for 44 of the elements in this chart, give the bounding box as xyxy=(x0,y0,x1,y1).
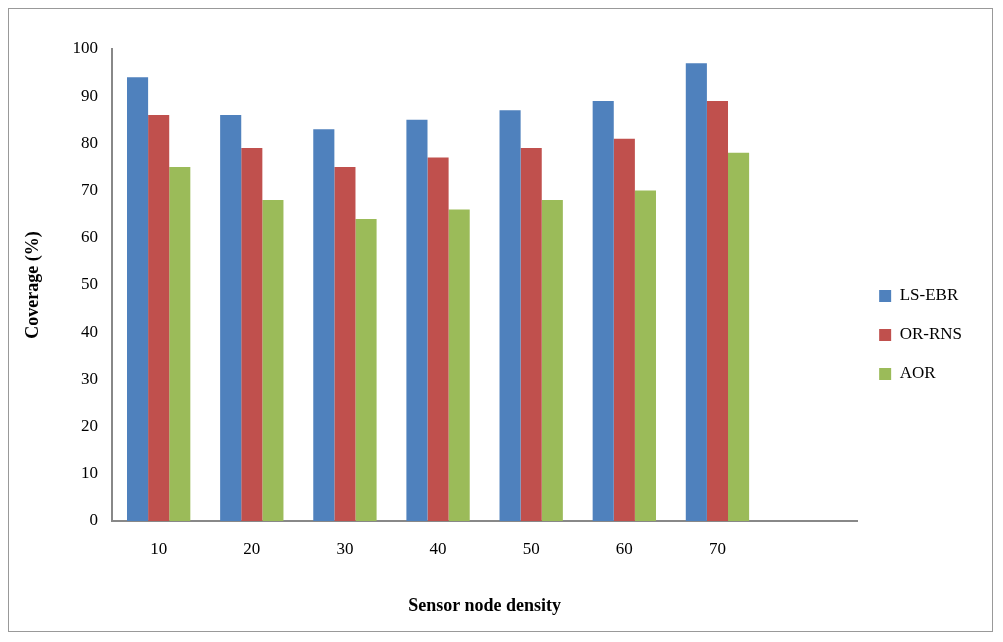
y-tick-label: 70 xyxy=(81,180,99,200)
bar xyxy=(427,157,449,521)
y-tick-label: 30 xyxy=(81,368,99,388)
y-tick-label: 60 xyxy=(81,227,99,247)
bar xyxy=(355,218,377,521)
bar xyxy=(685,63,707,521)
bar xyxy=(220,115,242,521)
y-tick-label: 100 xyxy=(72,38,99,58)
y-tick-label: 50 xyxy=(81,274,99,294)
y-tick-label: 10 xyxy=(81,463,99,483)
legend-label: LS-EBR xyxy=(899,285,959,305)
bar xyxy=(241,148,263,521)
bar xyxy=(541,200,563,521)
bar xyxy=(706,100,729,521)
x-tick-label: 10 xyxy=(150,538,168,558)
y-tick-label: 90 xyxy=(81,85,99,105)
y-tick-label: 40 xyxy=(81,321,99,341)
y-tick-label: 20 xyxy=(81,416,99,436)
bar xyxy=(728,152,750,521)
legend-label: AOR xyxy=(899,363,937,383)
x-tick-label: 60 xyxy=(615,538,633,558)
y-tick-label: 80 xyxy=(81,132,99,152)
bar xyxy=(313,129,335,521)
legend-label: OR-RNS xyxy=(899,324,963,344)
x-tick-label: 50 xyxy=(522,538,540,558)
bar xyxy=(262,200,284,521)
x-tick-label: 30 xyxy=(336,538,354,558)
bar xyxy=(127,77,149,521)
x-tick-label: 70 xyxy=(708,538,726,558)
y-tick-label: 0 xyxy=(89,510,99,530)
bar xyxy=(499,110,521,521)
bar xyxy=(613,138,635,521)
bar xyxy=(592,100,614,521)
bar xyxy=(520,148,542,521)
bar xyxy=(148,115,170,521)
bar xyxy=(406,119,428,521)
bar xyxy=(448,209,470,521)
x-tick-label: 40 xyxy=(429,538,447,558)
x-tick-label: 20 xyxy=(243,538,261,558)
bar xyxy=(169,167,191,521)
bar xyxy=(334,167,356,521)
y-axis-title: Coverage (%) xyxy=(22,231,44,339)
bar xyxy=(634,190,656,521)
x-axis-title: Sensor node density xyxy=(408,594,561,615)
